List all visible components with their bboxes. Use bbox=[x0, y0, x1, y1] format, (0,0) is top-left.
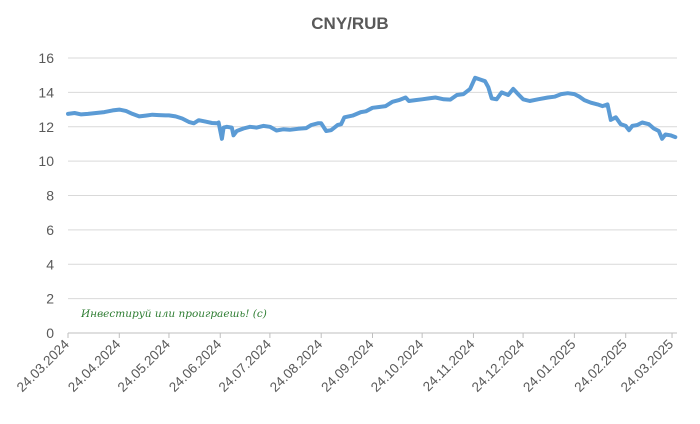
x-tick-label: 24.08.2024 bbox=[267, 336, 326, 395]
x-tick-label: 24.10.2024 bbox=[368, 336, 427, 395]
x-tick-label: 24.09.2024 bbox=[318, 336, 377, 395]
y-tick-label: 10 bbox=[38, 153, 54, 169]
y-tick-label: 2 bbox=[46, 291, 54, 307]
y-tick-label: 8 bbox=[46, 188, 54, 204]
series-layer bbox=[66, 75, 678, 141]
series-line-cny-rub bbox=[66, 75, 678, 141]
x-tick-label: 24.12.2024 bbox=[469, 336, 528, 395]
x-tick-label: 24.03.2024 bbox=[14, 336, 73, 395]
chart-title: CNY/RUB bbox=[311, 14, 388, 33]
y-tick-label: 0 bbox=[46, 325, 54, 341]
watermark-annotation: Инвестируй или проиграешь! (с) bbox=[80, 308, 267, 320]
x-tick-label: 24.05.2024 bbox=[115, 336, 174, 395]
x-tick-label: 24.01.2025 bbox=[520, 337, 578, 395]
x-tick-label: 24.07.2024 bbox=[216, 336, 275, 395]
y-tick-label: 14 bbox=[38, 84, 54, 100]
y-axis-ticks: 0 2 4 6 8 10 12 14 16 bbox=[38, 50, 54, 341]
x-axis-ticks: 24.03.202424.04.202424.05.202424.06.2024… bbox=[14, 333, 676, 395]
y-tick-label: 16 bbox=[38, 50, 54, 66]
y-tick-label: 4 bbox=[46, 256, 54, 272]
x-tick-label: 24.04.2024 bbox=[65, 336, 124, 395]
y-tick-label: 12 bbox=[38, 119, 54, 135]
gridlines bbox=[68, 57, 677, 334]
y-tick-label: 6 bbox=[46, 222, 54, 238]
x-tick-label: 24.06.2024 bbox=[166, 336, 225, 395]
